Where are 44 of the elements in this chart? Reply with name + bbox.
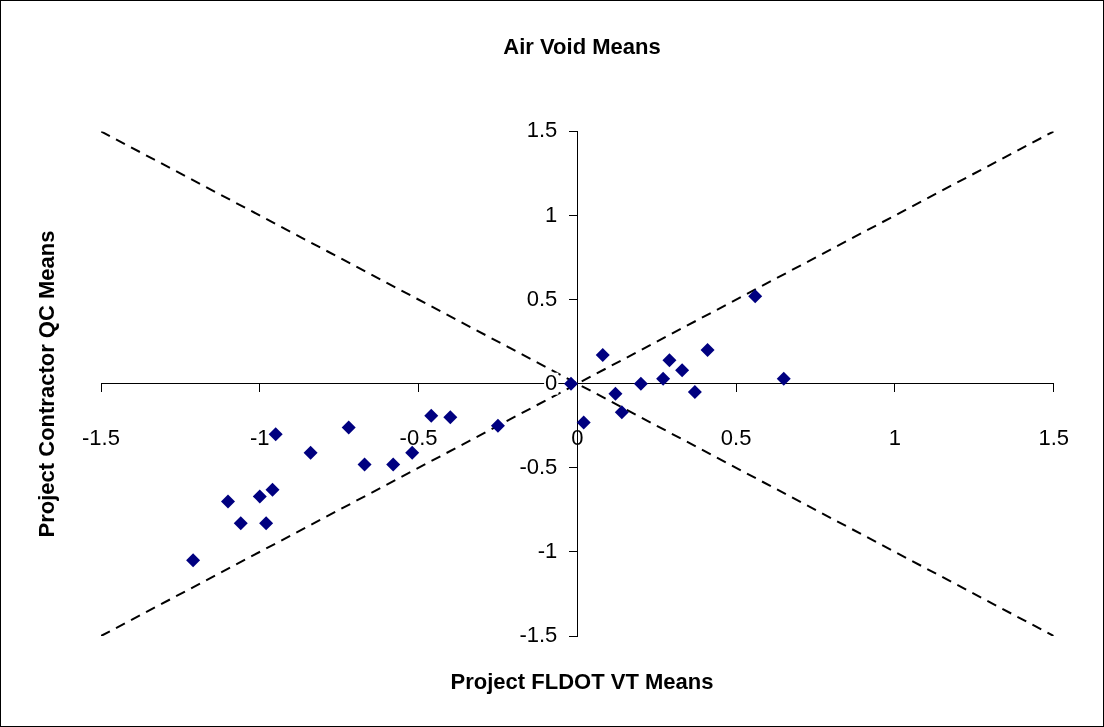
point: [576, 415, 591, 430]
x-tick-label: 0.5: [720, 424, 752, 450]
point: [608, 386, 623, 401]
point: [687, 385, 702, 400]
y-tick-label: 1.5: [526, 117, 558, 143]
point: [357, 457, 372, 472]
point: [186, 553, 201, 568]
point: [405, 445, 420, 460]
point: [303, 445, 318, 460]
y-tick-label: 0.5: [526, 285, 558, 311]
point: [776, 371, 791, 386]
x-tick-label: 1: [888, 424, 902, 450]
point: [490, 418, 505, 433]
y-tick-label: 1: [545, 201, 558, 227]
point: [259, 516, 274, 531]
y-tick-label: 0: [545, 369, 558, 395]
x-tick-label: -1: [250, 424, 270, 450]
point: [656, 371, 671, 386]
x-tick-label: 1.5: [1038, 424, 1070, 450]
x-axis-title: Project FLDOT VT Means: [449, 669, 715, 695]
point: [386, 457, 401, 472]
y-tick-label: -0.5: [519, 453, 558, 479]
point: [675, 363, 690, 378]
y-tick-label: -1: [537, 537, 558, 563]
chart-title: Air Void Means: [503, 34, 661, 60]
point: [633, 376, 648, 391]
y-axis-title: Project Contractor QC Means: [34, 230, 60, 538]
point: [268, 427, 283, 442]
x-tick-label: -1.5: [82, 424, 120, 450]
point: [564, 376, 578, 391]
point: [252, 489, 267, 504]
point: [662, 353, 677, 368]
x-tick-label: -0.5: [399, 424, 438, 450]
point: [614, 405, 629, 420]
point: [221, 494, 236, 509]
point: [748, 289, 763, 304]
point: [700, 343, 715, 358]
point: [233, 516, 248, 531]
point: [443, 410, 458, 425]
point: [424, 408, 439, 423]
point: [595, 348, 610, 363]
point: [341, 420, 356, 435]
point: [265, 482, 280, 497]
y-tick-label: -1.5: [519, 622, 558, 648]
